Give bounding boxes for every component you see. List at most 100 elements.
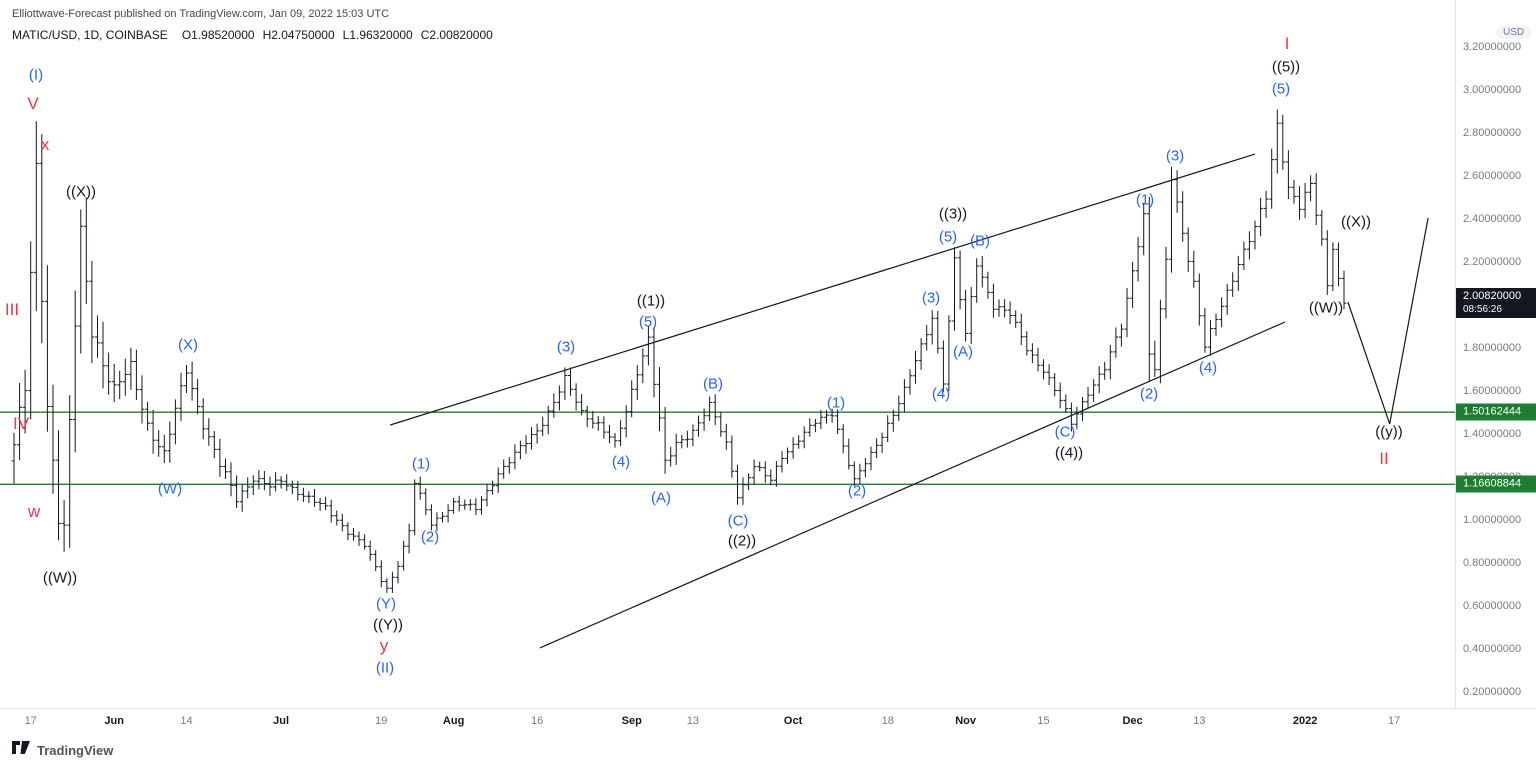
wave-label[interactable]: (B)	[970, 232, 990, 250]
wave-label[interactable]: ((1))	[636, 292, 666, 310]
publisher-note: Elliottwave-Forecast published on Tradin…	[12, 8, 390, 20]
price-bars	[11, 109, 1347, 593]
wave-label[interactable]: (4)	[1198, 359, 1218, 377]
price-tick-label: 3.00000000	[1463, 84, 1522, 96]
ohlc-readout: O1.98520000 H2.04750000 L1.96320000 C2.0082…	[174, 28, 493, 42]
tradingview-logo[interactable]	[12, 740, 31, 760]
price-tick-label: 0.80000000	[1463, 557, 1522, 569]
wave-label[interactable]: (W)	[157, 480, 183, 498]
price-tick-label: 3.20000000	[1463, 41, 1522, 53]
time-tick-label: Nov	[955, 715, 976, 727]
wave-label[interactable]: III	[4, 300, 20, 319]
wave-label[interactable]: (C)	[1054, 423, 1076, 441]
wave-label[interactable]: ((y))	[1375, 423, 1403, 441]
wave-label[interactable]: y	[379, 636, 389, 655]
wave-label[interactable]: ((3))	[938, 205, 968, 223]
price-tick-label: 1.00000000	[1463, 514, 1522, 526]
wave-label[interactable]: (4)	[931, 385, 951, 403]
price-axis[interactable]: USD 2.00820000 08:56:26 1.50162444 1.166…	[1455, 0, 1536, 734]
wave-label[interactable]: V	[27, 94, 39, 113]
wave-label[interactable]: (2)	[847, 482, 867, 500]
time-tick-label: 18	[881, 715, 894, 727]
level-price-badge: 1.50162444	[1456, 403, 1536, 421]
time-tick-label: Dec	[1122, 715, 1143, 727]
wave-label[interactable]: II	[1379, 449, 1389, 468]
wave-label[interactable]: I	[1284, 34, 1290, 53]
wave-label[interactable]: (Y)	[376, 595, 396, 613]
time-tick-label: Oct	[783, 715, 803, 727]
bar-countdown: 08:56:26	[1463, 304, 1502, 316]
wave-label[interactable]: ((X))	[66, 183, 96, 201]
ohlc-close-label: C	[420, 28, 430, 42]
ohlc-high-value: 2.04750000	[271, 28, 335, 42]
symbol-description[interactable]: MATIC/USD, 1D, COINBASE	[12, 28, 168, 42]
price-tick-label: 1.60000000	[1463, 385, 1522, 397]
price-tick-label: 2.20000000	[1463, 256, 1522, 268]
ohlc-close-value: 2.00820000	[429, 28, 493, 42]
wave-label[interactable]: ((2))	[727, 532, 757, 550]
time-axis[interactable]: 17 Jun 14 Jul 19 Aug 16 Sep 13 Oct 18 Nov 15 Dec 13 202…	[0, 708, 1536, 735]
time-tick-label: 16	[530, 715, 544, 727]
wave-label[interactable]: (I)	[28, 66, 44, 84]
trend-line[interactable]	[1347, 301, 1391, 425]
level-price-badge: 1.16608844	[1456, 475, 1536, 493]
tradingview-brand[interactable]: TradingView	[37, 742, 114, 758]
price-tick-label: 2.60000000	[1463, 170, 1522, 182]
time-tick-label: 17	[1387, 715, 1401, 727]
price-tick-label: 0.20000000	[1463, 686, 1522, 698]
wave-label[interactable]: (5)	[638, 313, 658, 331]
price-tick-label: 2.80000000	[1463, 127, 1522, 139]
time-tick-label: 14	[180, 715, 193, 727]
ohlc-low-value: 1.96320000	[349, 28, 413, 42]
wave-label[interactable]: x	[40, 135, 50, 154]
wave-label[interactable]: ((W))	[42, 569, 78, 587]
ohlc-open-value: 1.98520000	[191, 28, 255, 42]
time-tick-label: Sep	[621, 715, 642, 727]
ohlc-low-label: L	[342, 28, 350, 42]
time-tick-label: 13	[686, 715, 700, 727]
price-tick-label: 2.40000000	[1463, 213, 1522, 225]
time-tick-label: 13	[1193, 715, 1206, 727]
wave-label[interactable]: (3)	[921, 289, 941, 307]
price-tick-label: 0.40000000	[1463, 643, 1522, 655]
wave-label[interactable]: (2)	[420, 528, 440, 546]
wave-label[interactable]: (4)	[611, 453, 631, 471]
wave-label[interactable]: IV	[12, 414, 30, 433]
wave-label[interactable]: (X)	[178, 336, 198, 354]
wave-label[interactable]: ((Y))	[373, 616, 403, 634]
trend-line[interactable]	[1389, 217, 1429, 425]
wave-label[interactable]: (C)	[727, 512, 749, 530]
time-tick-label: Jul	[273, 715, 290, 727]
time-tick-label: 19	[375, 715, 388, 727]
wave-label[interactable]: ((W))	[1308, 299, 1344, 317]
wave-label[interactable]: w	[27, 502, 41, 521]
wave-label[interactable]: (A)	[651, 489, 671, 507]
wave-label[interactable]: ((5))	[1271, 58, 1301, 76]
time-tick-label: Aug	[442, 715, 465, 727]
wave-label[interactable]: (A)	[953, 343, 973, 361]
symbol-row: MATIC/USD, 1D, COINBASE O1.98520000 H2.047…	[12, 28, 493, 42]
wave-label[interactable]: (2)	[1139, 385, 1159, 403]
wave-label[interactable]: (3)	[556, 338, 576, 356]
wave-label[interactable]: (II)	[375, 659, 395, 677]
wave-label[interactable]: (B)	[703, 375, 723, 393]
price-tick-label: 1.80000000	[1463, 342, 1522, 354]
wave-label[interactable]: (1)	[411, 455, 431, 473]
time-tick-label: 2022	[1292, 715, 1318, 727]
wave-label[interactable]: (5)	[1271, 80, 1291, 98]
time-tick-label: 17	[24, 715, 37, 727]
wave-label[interactable]: (1)	[826, 394, 846, 412]
price-tick-label: 0.60000000	[1463, 600, 1522, 612]
wave-label[interactable]: (5)	[938, 228, 958, 246]
currency-label: USD	[1496, 26, 1532, 39]
ohlc-open-label: O	[181, 28, 192, 42]
wave-label[interactable]: (1)	[1135, 191, 1155, 209]
trend-line[interactable]	[390, 153, 1256, 426]
wave-label[interactable]: (3)	[1165, 147, 1185, 165]
wave-label[interactable]: ((X))	[1341, 213, 1371, 231]
last-price-badge: 2.00820000 08:56:26	[1456, 288, 1536, 319]
wave-label[interactable]: ((4))	[1054, 444, 1084, 462]
